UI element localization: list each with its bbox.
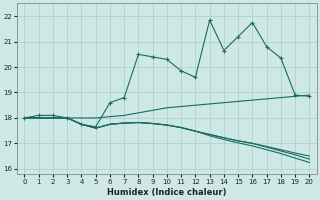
X-axis label: Humidex (Indice chaleur): Humidex (Indice chaleur) [107,188,227,197]
